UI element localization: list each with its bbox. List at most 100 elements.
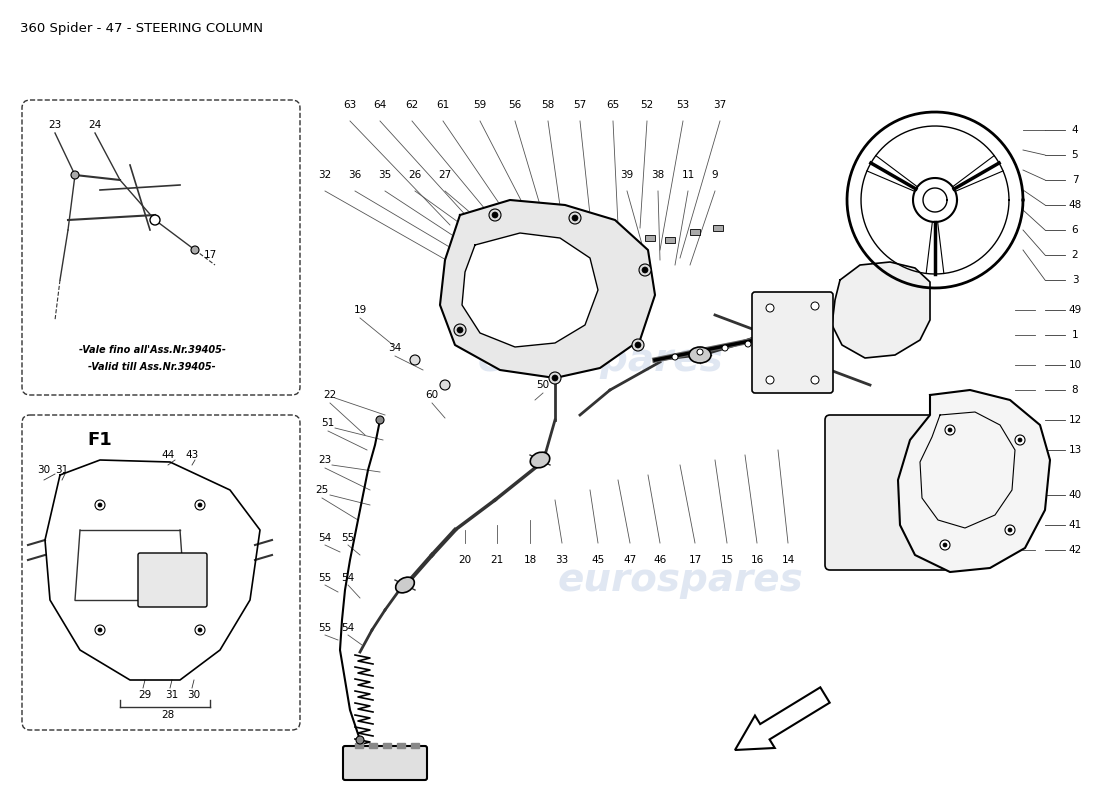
- Text: 24: 24: [88, 120, 101, 130]
- Circle shape: [440, 380, 450, 390]
- Circle shape: [98, 628, 102, 632]
- Polygon shape: [898, 390, 1050, 572]
- Text: 54: 54: [318, 533, 331, 543]
- Circle shape: [95, 500, 104, 510]
- Polygon shape: [411, 743, 419, 748]
- Circle shape: [410, 355, 420, 365]
- Text: 57: 57: [573, 100, 586, 110]
- Text: 8: 8: [1071, 385, 1078, 395]
- Polygon shape: [440, 200, 654, 378]
- Circle shape: [1018, 438, 1022, 442]
- Circle shape: [766, 376, 774, 384]
- Circle shape: [1015, 435, 1025, 445]
- FancyBboxPatch shape: [752, 292, 833, 393]
- Text: 25: 25: [316, 485, 329, 495]
- Text: 31: 31: [165, 690, 178, 700]
- Text: eurospares: eurospares: [477, 341, 723, 379]
- Text: 53: 53: [676, 100, 690, 110]
- Text: 9: 9: [712, 170, 718, 180]
- Text: 17: 17: [204, 250, 217, 260]
- Circle shape: [72, 171, 79, 179]
- Text: 47: 47: [624, 555, 637, 565]
- Text: 21: 21: [491, 555, 504, 565]
- Text: 62: 62: [406, 100, 419, 110]
- Text: 56: 56: [508, 100, 521, 110]
- Ellipse shape: [396, 577, 415, 593]
- Polygon shape: [462, 233, 598, 347]
- Text: 16: 16: [750, 555, 763, 565]
- Circle shape: [376, 416, 384, 424]
- Circle shape: [811, 302, 819, 310]
- Text: 55: 55: [318, 573, 331, 583]
- Text: 44: 44: [162, 450, 175, 460]
- Text: 39: 39: [620, 170, 634, 180]
- Text: 55: 55: [318, 623, 331, 633]
- Text: 42: 42: [1068, 545, 1081, 555]
- Circle shape: [454, 324, 466, 336]
- Polygon shape: [645, 235, 654, 241]
- Text: 5: 5: [1071, 150, 1078, 160]
- Ellipse shape: [689, 347, 711, 363]
- Ellipse shape: [530, 452, 550, 468]
- Circle shape: [198, 628, 202, 632]
- FancyBboxPatch shape: [343, 746, 427, 780]
- Text: -Valid till Ass.Nr.39405-: -Valid till Ass.Nr.39405-: [88, 362, 216, 372]
- Circle shape: [940, 540, 950, 550]
- Polygon shape: [690, 229, 700, 235]
- Text: 52: 52: [640, 100, 653, 110]
- Circle shape: [191, 246, 199, 254]
- Text: eurospares: eurospares: [557, 561, 803, 599]
- Polygon shape: [832, 262, 930, 358]
- Text: 46: 46: [653, 555, 667, 565]
- Text: 7: 7: [1071, 175, 1078, 185]
- Circle shape: [356, 736, 364, 744]
- Text: 27: 27: [439, 170, 452, 180]
- Text: 22: 22: [323, 390, 337, 400]
- Text: 11: 11: [681, 170, 694, 180]
- Text: 37: 37: [714, 100, 727, 110]
- Text: 14: 14: [781, 555, 794, 565]
- Text: 61: 61: [437, 100, 450, 110]
- Text: 63: 63: [343, 100, 356, 110]
- Text: 31: 31: [55, 465, 68, 475]
- Polygon shape: [355, 743, 363, 748]
- Text: 49: 49: [1068, 305, 1081, 315]
- Circle shape: [552, 375, 558, 381]
- Text: 10: 10: [1068, 360, 1081, 370]
- Circle shape: [632, 339, 644, 351]
- Text: 51: 51: [321, 418, 334, 428]
- Circle shape: [697, 349, 703, 355]
- Text: 6: 6: [1071, 225, 1078, 235]
- Circle shape: [490, 209, 500, 221]
- Text: 13: 13: [1068, 445, 1081, 455]
- Text: 65: 65: [606, 100, 619, 110]
- Text: 45: 45: [592, 555, 605, 565]
- Circle shape: [572, 215, 578, 221]
- Circle shape: [943, 543, 947, 547]
- Circle shape: [722, 345, 728, 351]
- Text: 3: 3: [1071, 275, 1078, 285]
- FancyBboxPatch shape: [825, 415, 955, 570]
- Circle shape: [98, 503, 102, 507]
- Circle shape: [745, 341, 751, 347]
- Text: 30: 30: [37, 465, 51, 475]
- Text: 23: 23: [48, 120, 62, 130]
- Text: 20: 20: [459, 555, 472, 565]
- Circle shape: [492, 212, 498, 218]
- Circle shape: [150, 215, 160, 225]
- Text: 54: 54: [341, 573, 354, 583]
- Text: 38: 38: [651, 170, 664, 180]
- Polygon shape: [397, 743, 405, 748]
- FancyBboxPatch shape: [138, 553, 207, 607]
- Circle shape: [948, 428, 951, 432]
- Circle shape: [672, 354, 678, 360]
- Text: 60: 60: [426, 390, 439, 400]
- Text: 17: 17: [689, 555, 702, 565]
- Text: 59: 59: [473, 100, 486, 110]
- Circle shape: [95, 625, 104, 635]
- Text: 50: 50: [537, 380, 550, 390]
- Circle shape: [766, 304, 774, 312]
- Text: 15: 15: [720, 555, 734, 565]
- Circle shape: [811, 376, 819, 384]
- Text: 32: 32: [318, 170, 331, 180]
